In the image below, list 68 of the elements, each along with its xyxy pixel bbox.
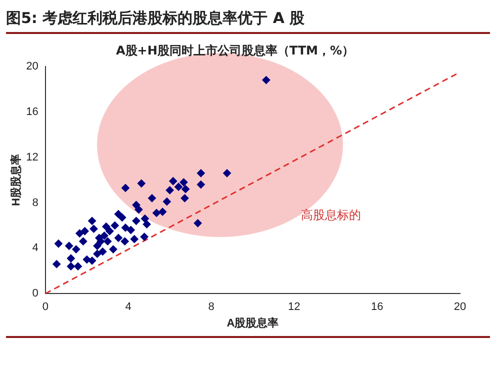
- y-tick-label: 0: [32, 288, 38, 300]
- point: [196, 180, 205, 189]
- point: [174, 182, 183, 191]
- point: [196, 169, 205, 178]
- point: [98, 248, 107, 256]
- point: [121, 224, 130, 232]
- point: [194, 219, 202, 228]
- point: [72, 245, 80, 254]
- point: [121, 184, 130, 192]
- point: [109, 245, 118, 254]
- point: [134, 206, 143, 214]
- point: [120, 237, 129, 246]
- y-axis-title: H股股息率: [10, 154, 23, 206]
- x-tick-label: 4: [125, 301, 132, 314]
- point: [76, 229, 84, 238]
- x-tick-label: 20: [454, 301, 466, 314]
- y-tick-label: 20: [26, 60, 38, 72]
- point: [79, 237, 88, 246]
- x-tick-label: 16: [370, 301, 384, 314]
- point: [140, 214, 149, 223]
- point: [102, 222, 110, 231]
- point: [114, 234, 122, 242]
- point: [169, 177, 178, 186]
- point: [93, 242, 102, 250]
- point: [106, 227, 114, 236]
- point: [180, 178, 188, 186]
- y-tick-label: 4: [32, 242, 38, 254]
- point: [80, 227, 89, 236]
- x-axis-title: A股股息率: [226, 316, 279, 330]
- point: [82, 256, 91, 264]
- y-tick-label: 8: [32, 196, 38, 209]
- point: [126, 226, 135, 234]
- point: [137, 179, 146, 188]
- point: [132, 216, 140, 225]
- point: [152, 208, 161, 217]
- point: [100, 232, 108, 240]
- point: [262, 76, 270, 84]
- chart-subtitle: A股+H股同时上市公司股息率（TTM，%）: [116, 43, 354, 58]
- point: [162, 198, 171, 206]
- point: [88, 216, 96, 225]
- chart-title: 图5: 考虑红利税后港股标的股息率优于 A 股: [6, 4, 490, 34]
- x-tick-label: 12: [288, 301, 300, 314]
- point: [130, 235, 138, 244]
- point: [148, 194, 156, 202]
- point: [66, 254, 75, 262]
- point: [223, 169, 232, 178]
- point: [65, 242, 74, 250]
- point: [110, 221, 119, 230]
- point: [66, 262, 75, 270]
- point: [118, 213, 126, 222]
- point: [74, 262, 82, 270]
- point: [104, 237, 112, 246]
- point: [93, 250, 102, 258]
- point: [140, 232, 148, 241]
- x-tick-label: 0: [42, 301, 48, 314]
- point: [180, 194, 189, 202]
- point: [182, 185, 190, 194]
- point: [166, 186, 174, 194]
- point: [142, 220, 151, 228]
- x-tick-label: 8: [208, 301, 214, 314]
- point: [90, 224, 98, 233]
- point: [54, 240, 62, 248]
- point: [52, 260, 61, 268]
- y-tick-label: 12: [26, 151, 38, 164]
- point: [88, 256, 96, 265]
- point: [158, 208, 167, 216]
- annotation: 高股息标的: [301, 207, 362, 224]
- y-tick-label: 16: [26, 106, 38, 118]
